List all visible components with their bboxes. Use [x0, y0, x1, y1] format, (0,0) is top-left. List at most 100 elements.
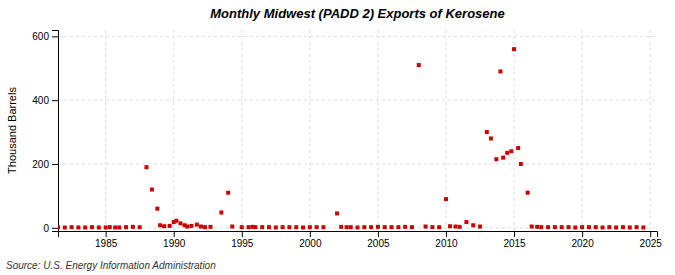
- point: [494, 157, 498, 161]
- point: [560, 225, 564, 229]
- point: [587, 225, 591, 229]
- point: [424, 225, 428, 229]
- tick: 0: [43, 223, 58, 234]
- grid-line: [58, 36, 657, 37]
- tick: 2010: [435, 231, 458, 249]
- point: [535, 225, 539, 229]
- point: [294, 225, 298, 229]
- tick-label: 2015: [503, 238, 526, 249]
- tick: 1985: [95, 231, 118, 249]
- tick-label: 2010: [435, 238, 458, 249]
- point: [403, 225, 407, 229]
- point: [195, 223, 199, 227]
- point: [260, 225, 264, 229]
- point: [471, 223, 475, 227]
- point: [505, 151, 509, 155]
- point: [226, 191, 230, 195]
- tick: 1995: [231, 231, 254, 249]
- point: [546, 225, 550, 229]
- point: [70, 225, 74, 229]
- grid-line: [105, 30, 106, 231]
- point: [390, 225, 394, 229]
- point: [124, 225, 128, 229]
- point: [601, 225, 605, 229]
- point: [444, 197, 448, 201]
- point: [635, 225, 639, 229]
- point: [345, 225, 349, 229]
- y-axis-title: Thousand Barrels: [6, 87, 18, 174]
- point: [376, 225, 380, 229]
- point: [519, 162, 523, 166]
- tick: 2025: [640, 231, 663, 249]
- title: Monthly Midwest (PADD 2) Exports of Kero…: [210, 6, 504, 21]
- grid-line: [650, 30, 651, 231]
- point: [396, 225, 400, 229]
- point: [131, 225, 135, 229]
- tick: 1990: [163, 231, 186, 249]
- point: [247, 225, 251, 229]
- point: [315, 225, 319, 229]
- point: [230, 225, 234, 229]
- y-axis: 0 200 400 600: [32, 31, 58, 234]
- tick-mark: [174, 231, 175, 237]
- point: [321, 225, 325, 229]
- tick: 2015: [503, 231, 526, 249]
- tick-label: 600: [32, 31, 49, 42]
- tick: 200: [32, 159, 58, 170]
- tick-mark: [52, 36, 58, 37]
- tick-mark: [514, 231, 515, 237]
- points: [58, 47, 645, 229]
- tick-mark: [106, 231, 107, 237]
- point: [573, 225, 577, 229]
- point: [113, 225, 117, 229]
- point: [189, 224, 193, 228]
- point: [76, 225, 80, 229]
- source: Source: U.S. Energy Information Administ…: [6, 260, 216, 271]
- point: [369, 225, 373, 229]
- tick: 2000: [299, 231, 322, 249]
- point: [179, 221, 183, 225]
- point: [501, 156, 505, 160]
- point: [530, 225, 534, 229]
- tick-label: 400: [32, 95, 49, 106]
- point: [349, 225, 353, 229]
- point: [458, 225, 462, 229]
- point: [553, 225, 557, 229]
- point: [185, 225, 189, 229]
- tick-label: 2020: [572, 238, 595, 249]
- grid-line: [58, 100, 657, 101]
- point: [526, 191, 530, 195]
- point: [208, 225, 212, 229]
- point: [512, 47, 516, 51]
- point: [117, 225, 121, 229]
- point: [567, 225, 571, 229]
- grid-line: [377, 30, 378, 231]
- point: [287, 225, 291, 229]
- point: [485, 130, 489, 134]
- point: [104, 225, 108, 229]
- tick: 2005: [367, 231, 390, 249]
- point: [162, 224, 166, 228]
- point: [150, 188, 154, 192]
- point: [509, 149, 513, 153]
- tick-mark: [52, 100, 58, 101]
- grid-line: [514, 30, 515, 231]
- point: [267, 225, 271, 229]
- point: [478, 225, 482, 229]
- point: [240, 225, 244, 229]
- point: [281, 225, 285, 229]
- point: [516, 146, 520, 150]
- x-axis: 1985 1990 1995 2000 2005 2010 2015 2020 2025: [59, 231, 663, 249]
- point: [430, 225, 434, 229]
- point: [97, 225, 101, 229]
- point: [417, 63, 421, 67]
- point: [410, 225, 414, 229]
- tick-label: 2025: [640, 238, 663, 249]
- point: [274, 225, 278, 229]
- point: [199, 225, 203, 229]
- point: [539, 225, 543, 229]
- tick-mark: [242, 231, 243, 237]
- point: [621, 225, 625, 229]
- point: [58, 225, 60, 229]
- tick-mark: [378, 231, 379, 237]
